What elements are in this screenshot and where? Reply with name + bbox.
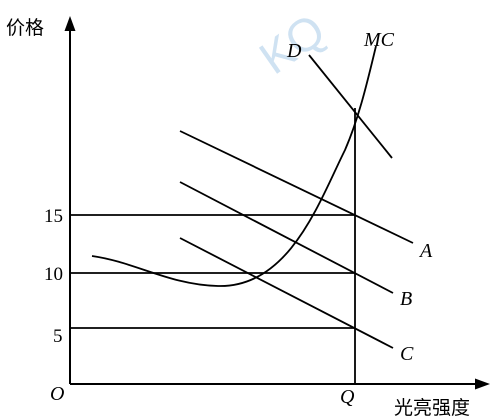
- line-a: [179, 130, 414, 244]
- line-b: [179, 181, 394, 294]
- y-axis-title: 价格: [6, 17, 44, 39]
- d-curve-label: D: [286, 40, 302, 62]
- y-tick-label-5: 5: [53, 326, 63, 347]
- y-axis-arrow-icon: [64, 16, 76, 31]
- y-tick-label-15: 15: [44, 206, 63, 227]
- line-c: [179, 237, 394, 349]
- x-tick-label-q: Q: [340, 386, 355, 408]
- c-curve-label: C: [400, 343, 414, 365]
- a-curve-label: A: [418, 240, 433, 262]
- b-curve-label: B: [400, 288, 412, 310]
- marginal-cost-curve: [91, 45, 377, 287]
- x-axis-title: 光亮强度: [394, 397, 470, 416]
- mc-curve-label: MC: [363, 29, 395, 51]
- origin-label: O: [50, 383, 64, 405]
- x-axis-arrow-icon: [475, 378, 490, 390]
- y-tick-label-10: 10: [44, 264, 63, 285]
- demand-curve-d: [308, 54, 393, 159]
